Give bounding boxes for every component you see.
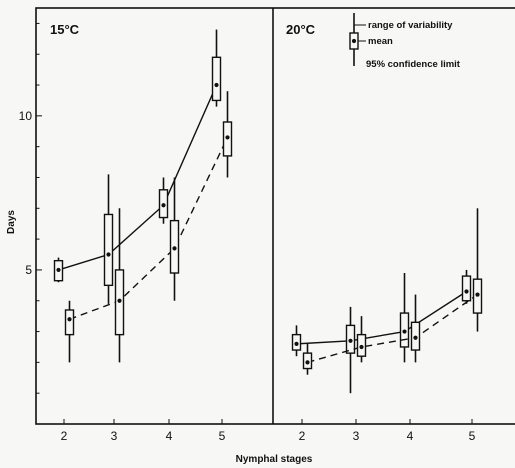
mean-point [225, 135, 230, 140]
mean-point [117, 298, 122, 303]
mean-point [172, 246, 177, 251]
plot-frame [35, 7, 515, 425]
x-tick-label: 4 [166, 429, 173, 443]
mean-point [348, 338, 353, 343]
confidence-box [64, 309, 75, 336]
y-tick-label: 10 [19, 109, 33, 123]
mean-point [161, 203, 166, 208]
panel-label: 20°C [286, 22, 316, 37]
x-tick-label: 3 [353, 429, 360, 443]
mean-point [413, 335, 418, 340]
y-axis-title: Days [6, 210, 17, 234]
mean-point [106, 252, 111, 257]
mean-point [475, 292, 480, 297]
panel-left: 15°C [50, 22, 233, 363]
legend-mean-label: mean [368, 36, 393, 47]
confidence-box [103, 213, 114, 287]
mean-point [67, 317, 72, 322]
x-tick-label: 5 [469, 429, 476, 443]
x-tick-label: 4 [407, 429, 414, 443]
panel-label: 15°C [50, 22, 80, 37]
plot-border [35, 7, 515, 425]
x-axis-title: Nymphal stages [236, 454, 313, 465]
mean-point [464, 289, 469, 294]
chart-axes: 5 10 2 3 4 5 2 3 4 5 [19, 22, 476, 443]
series-line-dashed [69, 137, 229, 320]
x-tick-label: 2 [299, 429, 306, 443]
y-tick-label: 5 [25, 263, 32, 277]
mean-point [214, 82, 219, 88]
confidence-box [461, 275, 472, 302]
x-tick-label: 3 [111, 429, 118, 443]
legend-ci-label: 95% confidence limit [366, 59, 461, 70]
mean-point [56, 267, 61, 273]
confidence-box [211, 56, 222, 102]
series-line-solid [296, 290, 467, 345]
mean-point [294, 341, 299, 346]
legend-range-label: range of variability [368, 20, 453, 31]
chart-legend: range of variability mean 95% confidence l… [349, 13, 461, 70]
legend-mean-point [351, 38, 357, 44]
series-line-dashed [307, 294, 478, 364]
chart-panels: 15°C 20°C [50, 22, 483, 394]
mean-point [305, 360, 310, 365]
x-tick-label: 2 [61, 429, 68, 443]
series-line-solid [58, 84, 218, 271]
mean-point [359, 344, 364, 350]
panel-right: 20°C [286, 22, 483, 394]
mean-point [402, 329, 407, 334]
x-tick-label: 5 [219, 429, 226, 443]
